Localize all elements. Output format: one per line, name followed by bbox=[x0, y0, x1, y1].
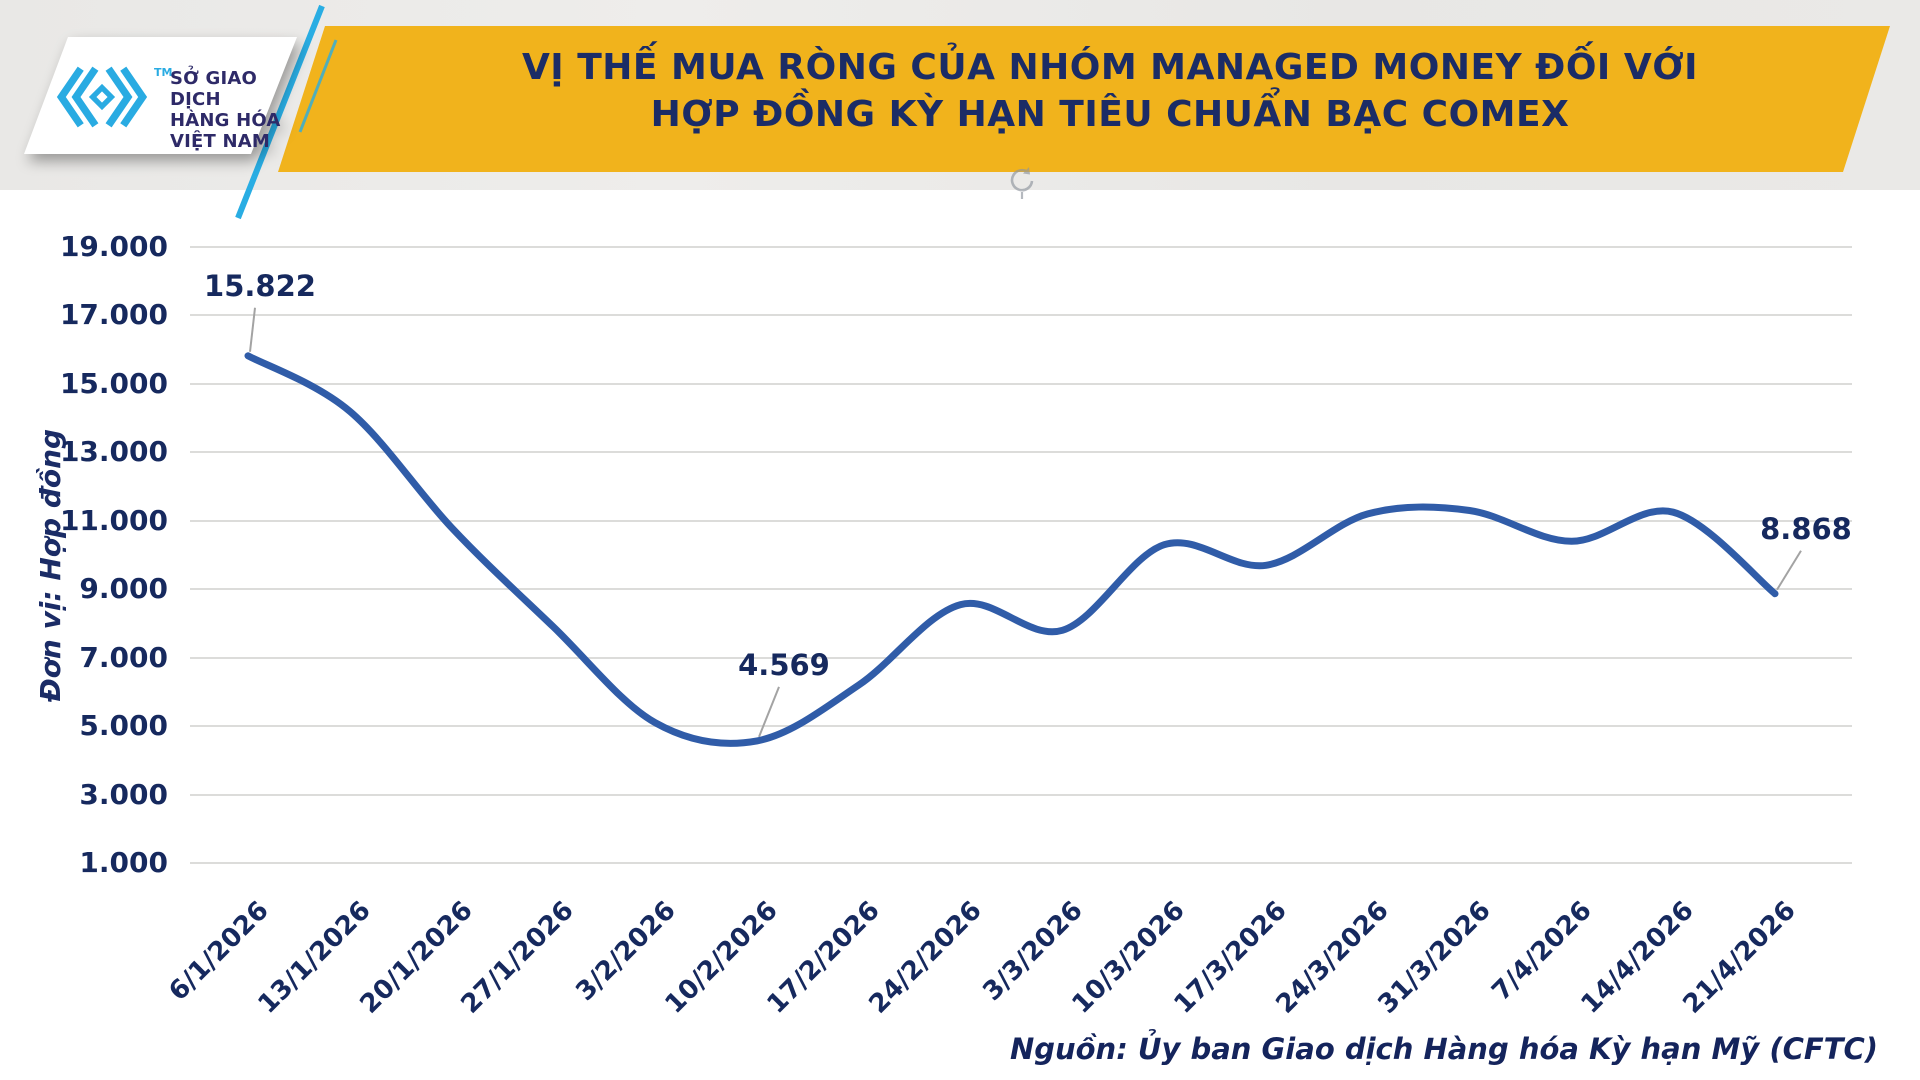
gridline bbox=[190, 246, 1852, 248]
rotate-handle-icon bbox=[1010, 167, 1034, 199]
line-series bbox=[244, 352, 1779, 747]
y-tick-label: 13.000 bbox=[59, 435, 168, 469]
y-tick-label: 1.000 bbox=[79, 846, 168, 879]
y-tick-label: 17.000 bbox=[59, 298, 168, 332]
gridline bbox=[190, 314, 1852, 317]
x-tick-label: 7/4/2026 bbox=[1486, 895, 1599, 1007]
y-tick-label: 3.000 bbox=[79, 777, 168, 811]
annotation-leader-line bbox=[1776, 550, 1802, 591]
gridline bbox=[190, 656, 1852, 659]
x-tick-label: 3/2/2026 bbox=[570, 895, 682, 1007]
gridline bbox=[190, 451, 1852, 454]
gridline bbox=[190, 862, 1852, 864]
annotation-leader-line bbox=[758, 686, 780, 738]
y-tick-label: 9.000 bbox=[79, 572, 168, 606]
chart-title-line2: HỢP ĐỒNG KỲ HẠN TIÊU CHUẨN BẠC COMEX bbox=[650, 94, 1570, 135]
source-credit: Nguồn: Ủy ban Giao dịch Hàng hóa Kỳ hạn … bbox=[1009, 1032, 1878, 1066]
x-tick-label: 3/3/2026 bbox=[977, 895, 1090, 1007]
title-banner: VỊ THẾ MUA RÒNG CỦA NHÓM MANAGED MONEY Đ… bbox=[278, 26, 1890, 172]
gridline bbox=[190, 382, 1852, 385]
y-tick-label: 7.000 bbox=[79, 640, 168, 674]
data-point-label: 8.868 bbox=[1760, 511, 1852, 546]
y-tick-label: 11.000 bbox=[59, 503, 168, 537]
gridline bbox=[190, 725, 1852, 728]
chart-title: VỊ THẾ MUA RÒNG CỦA NHÓM MANAGED MONEY Đ… bbox=[360, 44, 1860, 138]
x-tick-label: 6/1/2026 bbox=[163, 895, 275, 1007]
gridline bbox=[190, 519, 1852, 522]
chart-title-line1: VỊ THẾ MUA RÒNG CỦA NHÓM MANAGED MONEY Đ… bbox=[521, 47, 1699, 88]
gridline bbox=[190, 588, 1852, 591]
data-point-label: 4.569 bbox=[738, 647, 830, 682]
y-tick-label: 5.000 bbox=[79, 709, 168, 743]
y-tick-label: 19.000 bbox=[59, 230, 168, 263]
y-tick-label: 15.000 bbox=[59, 366, 168, 400]
data-point-label: 15.822 bbox=[204, 268, 316, 303]
gridline bbox=[190, 793, 1852, 796]
